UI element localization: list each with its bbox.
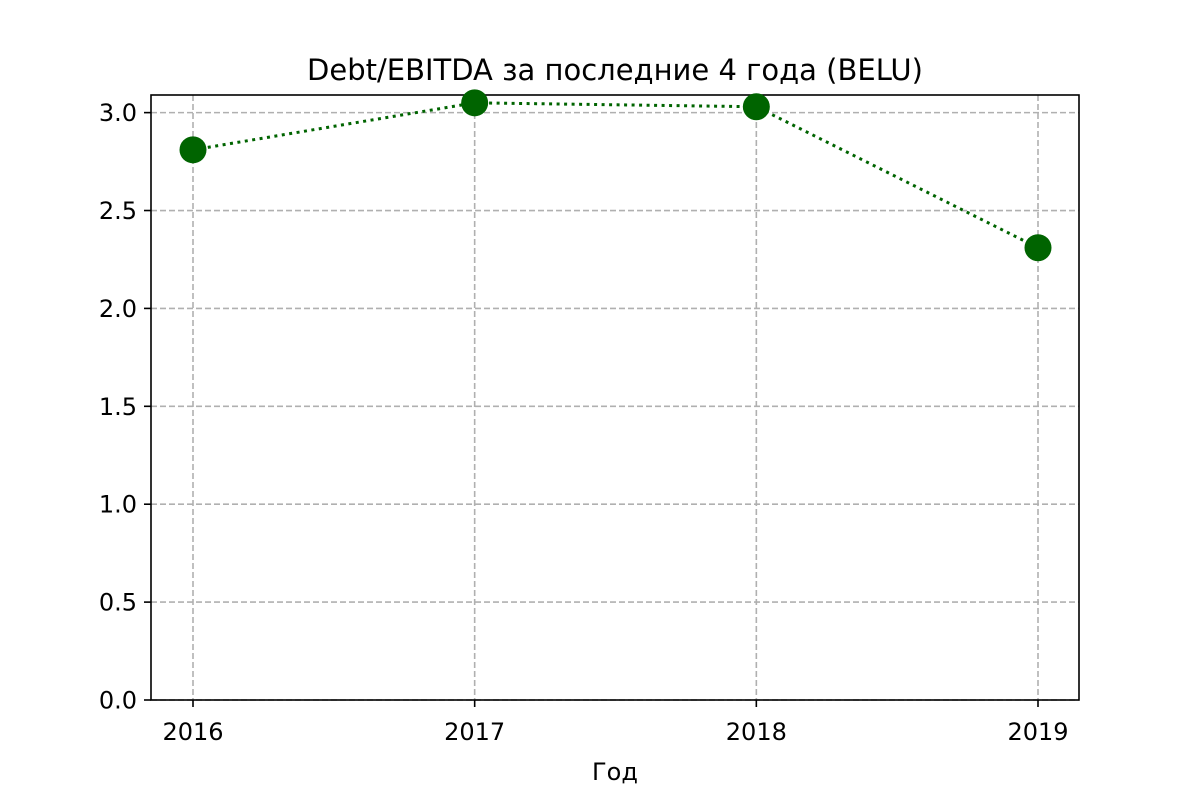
plot-area-frame bbox=[150, 94, 1080, 701]
y-tick-label: 1.0 bbox=[99, 491, 137, 519]
grid bbox=[151, 95, 1079, 701]
y-tick-label: 0.5 bbox=[99, 589, 137, 617]
data-point bbox=[742, 93, 770, 121]
x-axis-label: Год bbox=[592, 758, 638, 786]
y-tick-label: 0.0 bbox=[99, 687, 137, 715]
x-tick-label: 2017 bbox=[444, 718, 505, 746]
ticks: 2016 2017 2018 2019 0.0 0.5 1.0 1.5 2.0 2.5 3.0 bbox=[99, 99, 1069, 746]
x-tick-label: 2018 bbox=[726, 718, 787, 746]
x-tick-label: 2016 bbox=[162, 718, 223, 746]
y-tick-label: 2.5 bbox=[99, 197, 137, 225]
y-tick-label: 1.5 bbox=[99, 393, 137, 421]
series bbox=[179, 89, 1052, 262]
x-tick-label: 2019 bbox=[1007, 718, 1068, 746]
series-line bbox=[192, 101, 1039, 250]
data-point bbox=[179, 136, 207, 164]
chart-title: Debt/EBITDA за последние 4 года (BELU) bbox=[307, 53, 923, 87]
data-point bbox=[1024, 234, 1052, 262]
y-tick-label: 3.0 bbox=[99, 99, 137, 127]
data-point bbox=[461, 89, 489, 117]
y-tick-label: 2.0 bbox=[99, 295, 137, 323]
